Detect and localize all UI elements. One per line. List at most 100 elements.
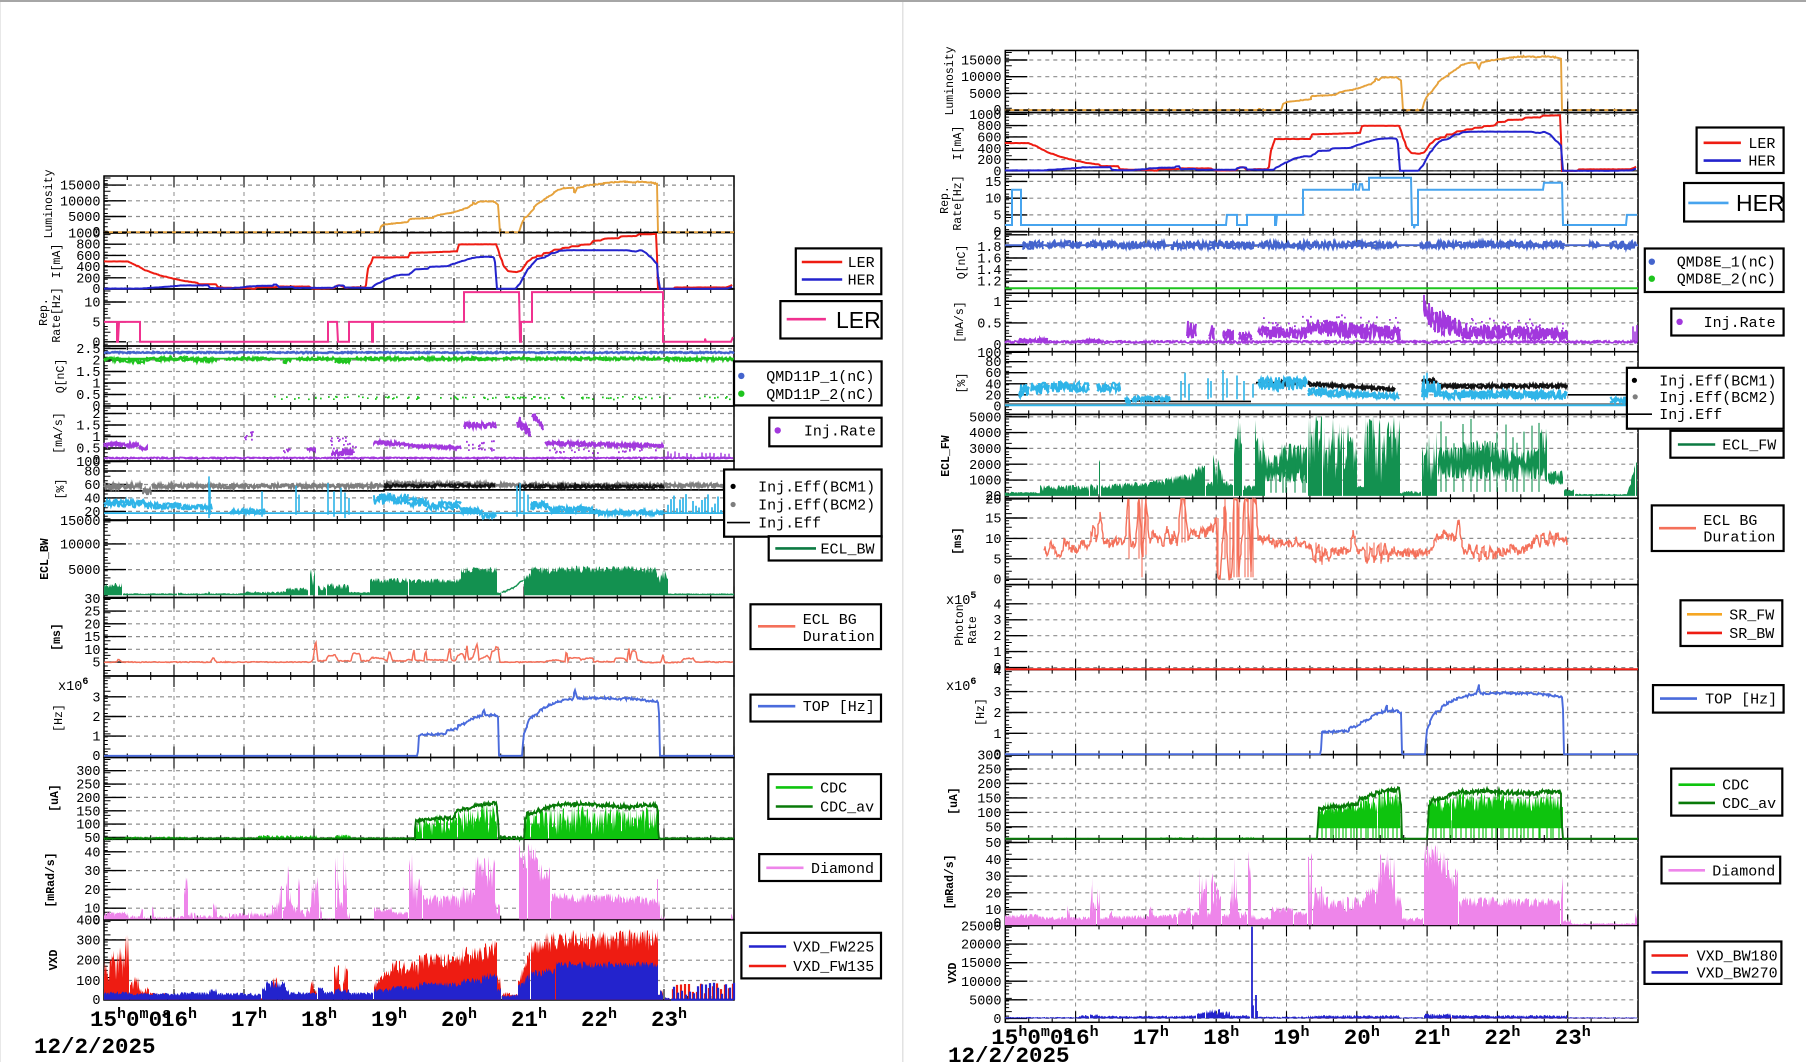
svg-text:2.5: 2.5: [76, 343, 100, 358]
svg-text:20: 20: [985, 887, 1001, 902]
svg-text:2: 2: [993, 229, 1001, 244]
svg-text:2: 2: [993, 707, 1001, 722]
svg-text:50: 50: [985, 837, 1001, 852]
svg-text:Q[nC]: Q[nC]: [956, 245, 969, 280]
svg-text:CDC: CDC: [820, 780, 847, 797]
svg-text:0: 0: [92, 400, 100, 415]
svg-text:5000: 5000: [68, 564, 100, 579]
svg-text:VXD: VXD: [947, 963, 960, 984]
svg-text:200: 200: [76, 955, 100, 970]
svg-text:1.8: 1.8: [977, 241, 1001, 256]
svg-text:Inj.Eff(BCM1): Inj.Eff(BCM1): [758, 479, 875, 496]
svg-text:200: 200: [977, 154, 1001, 169]
svg-text:Diamond: Diamond: [1712, 863, 1775, 880]
svg-text:200: 200: [76, 272, 100, 287]
svg-text:300: 300: [76, 765, 100, 780]
svg-text:1: 1: [993, 646, 1001, 661]
svg-text:[Hz]: [Hz]: [53, 704, 66, 732]
svg-text:QMD8E_1(nC): QMD8E_1(nC): [1677, 255, 1776, 272]
svg-text:0.5: 0.5: [76, 389, 100, 404]
svg-text:5000: 5000: [969, 411, 1001, 426]
svg-text:Q[nC]: Q[nC]: [55, 359, 68, 394]
svg-text:[ms]: [ms]: [51, 623, 64, 651]
svg-text:0: 0: [92, 336, 100, 351]
svg-text:60: 60: [84, 479, 100, 494]
svg-text:[ms]: [ms]: [952, 527, 965, 555]
svg-text:0.5: 0.5: [977, 317, 1001, 332]
svg-text:15000: 15000: [60, 515, 101, 530]
svg-text:5: 5: [92, 316, 100, 331]
svg-text:ECL_FW: ECL_FW: [1722, 438, 1776, 455]
svg-text:100: 100: [76, 975, 100, 990]
svg-text:10: 10: [985, 193, 1001, 208]
svg-text:50: 50: [985, 821, 1001, 836]
svg-text:1.5: 1.5: [76, 420, 100, 435]
svg-text:x106: x106: [58, 677, 88, 695]
svg-text:25: 25: [84, 606, 100, 621]
svg-text:2: 2: [92, 355, 100, 370]
svg-text:0: 0: [92, 226, 100, 241]
svg-text:Inj.Eff(BCM2): Inj.Eff(BCM2): [758, 498, 875, 515]
svg-text:150: 150: [76, 805, 100, 820]
svg-text:I[mA]: I[mA]: [51, 244, 64, 279]
svg-text:15h0m0s: 15h0m0s: [991, 1024, 1072, 1051]
svg-text:30: 30: [84, 865, 100, 880]
svg-text:15000: 15000: [961, 957, 1002, 972]
svg-text:[uA]: [uA]: [49, 784, 62, 812]
svg-text:0: 0: [92, 454, 100, 469]
svg-text:600: 600: [977, 131, 1001, 146]
svg-text:CDC_av: CDC_av: [820, 800, 874, 817]
svg-text:[mA/s]: [mA/s]: [53, 412, 66, 453]
svg-text:0: 0: [92, 994, 100, 1009]
svg-text:0: 0: [993, 226, 1001, 241]
svg-text:100: 100: [977, 347, 1001, 362]
svg-text:3000: 3000: [969, 443, 1001, 458]
svg-text:40: 40: [985, 854, 1001, 869]
svg-text:1: 1: [993, 728, 1001, 743]
svg-text:1000: 1000: [68, 228, 100, 243]
svg-text:HER: HER: [1736, 190, 1785, 216]
svg-text:0: 0: [993, 1013, 1001, 1028]
svg-text:2: 2: [92, 711, 100, 726]
svg-text:1: 1: [92, 731, 100, 746]
svg-text:3: 3: [993, 686, 1001, 701]
svg-text:ECL_BW: ECL_BW: [821, 541, 875, 558]
svg-text:10000: 10000: [60, 538, 101, 553]
svg-text:1: 1: [92, 431, 100, 446]
svg-text:10: 10: [985, 533, 1001, 548]
svg-text:15h0m0s: 15h0m0s: [90, 1006, 171, 1033]
svg-text:SR_FW: SR_FW: [1729, 607, 1774, 624]
svg-text:Inj.Eff(BCM1): Inj.Eff(BCM1): [1659, 373, 1776, 390]
svg-text:LER: LER: [1748, 136, 1775, 153]
svg-text:30: 30: [84, 593, 100, 608]
svg-text:18h: 18h: [1203, 1024, 1239, 1051]
svg-text:800: 800: [977, 120, 1001, 135]
svg-text:0: 0: [92, 283, 100, 298]
svg-text:[mRad/s]: [mRad/s]: [45, 852, 58, 907]
svg-text:15000: 15000: [60, 180, 101, 195]
svg-text:Inj.Eff: Inj.Eff: [758, 516, 821, 533]
svg-text:600: 600: [76, 250, 100, 265]
svg-text:800: 800: [76, 239, 100, 254]
svg-text:Rate: Rate: [967, 616, 980, 644]
svg-text:40: 40: [84, 846, 100, 861]
svg-text:300: 300: [977, 750, 1001, 765]
svg-text:80: 80: [985, 356, 1001, 371]
svg-text:Inj.Eff(BCM2): Inj.Eff(BCM2): [1659, 390, 1776, 407]
svg-text:0: 0: [993, 400, 1001, 415]
svg-text:15000: 15000: [961, 55, 1002, 70]
svg-text:Inj.Rate: Inj.Rate: [1704, 315, 1776, 332]
svg-text:Duration: Duration: [1703, 530, 1775, 547]
svg-text:2: 2: [92, 408, 100, 423]
svg-text:[uA]: [uA]: [948, 787, 961, 815]
svg-text:400: 400: [76, 261, 100, 276]
svg-text:Duration: Duration: [803, 629, 875, 646]
svg-text:CDC: CDC: [1722, 778, 1749, 795]
svg-text:VXD_BW180: VXD_BW180: [1697, 949, 1778, 966]
svg-text:4: 4: [993, 665, 1001, 680]
svg-text:20: 20: [985, 493, 1001, 508]
svg-text:TOP [Hz]: TOP [Hz]: [803, 699, 875, 716]
svg-text:QMD11P_1(nC): QMD11P_1(nC): [766, 369, 874, 386]
svg-text:20: 20: [985, 490, 1001, 505]
svg-text:1.5: 1.5: [76, 366, 100, 381]
